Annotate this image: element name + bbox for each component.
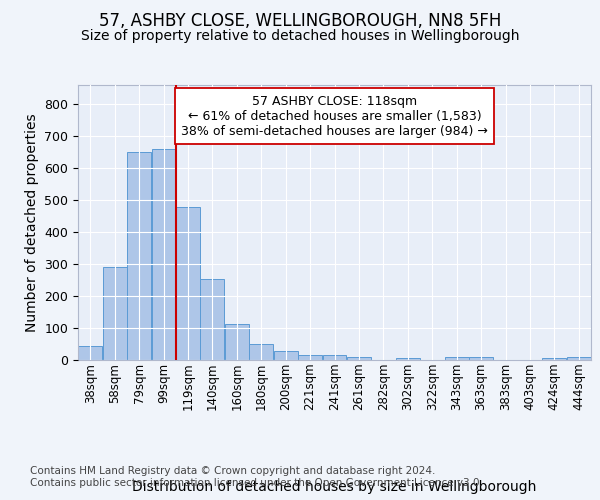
Bar [249,344,273,360]
Bar [298,355,322,360]
Bar [152,149,175,360]
Bar [347,357,371,360]
Bar [274,351,298,360]
Text: Size of property relative to detached houses in Wellingborough: Size of property relative to detached ho… [81,29,519,43]
Bar [542,358,566,360]
Bar [176,206,200,360]
Text: Contains HM Land Registry data © Crown copyright and database right 2024.
Contai: Contains HM Land Registry data © Crown c… [30,466,483,487]
Text: 57 ASHBY CLOSE: 118sqm
← 61% of detached houses are smaller (1,583)
38% of semi-: 57 ASHBY CLOSE: 118sqm ← 61% of detached… [181,94,488,138]
X-axis label: Distribution of detached houses by size in Wellingborough: Distribution of detached houses by size … [133,480,536,494]
Bar [445,358,469,360]
Text: 57, ASHBY CLOSE, WELLINGBOROUGH, NN8 5FH: 57, ASHBY CLOSE, WELLINGBOROUGH, NN8 5FH [99,12,501,30]
Bar [200,280,224,360]
Bar [567,358,591,360]
Bar [396,358,420,360]
Bar [127,152,151,360]
Y-axis label: Number of detached properties: Number of detached properties [25,113,39,332]
Bar [469,358,493,360]
Bar [225,324,249,360]
Bar [103,268,127,360]
Bar [78,346,102,360]
Bar [323,355,346,360]
